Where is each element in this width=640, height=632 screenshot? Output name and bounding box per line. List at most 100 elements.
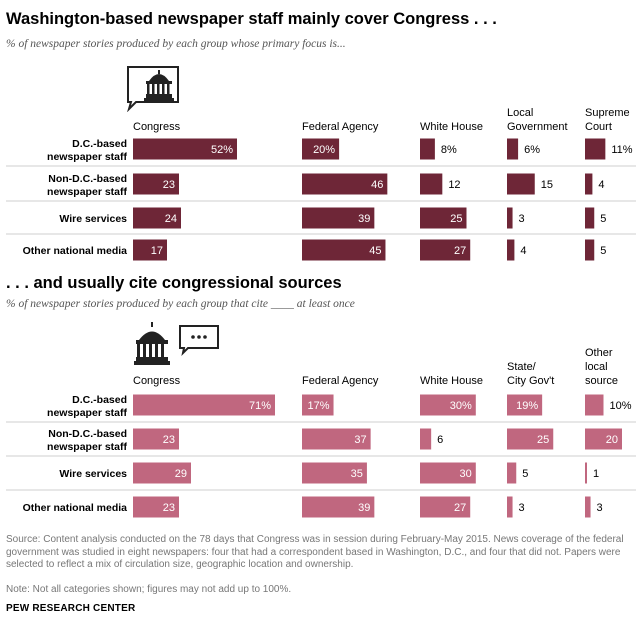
bar-label: 37 bbox=[354, 434, 366, 446]
bar-label: 30 bbox=[460, 468, 472, 480]
column-header: local bbox=[585, 361, 608, 373]
bar-label: 4 bbox=[598, 179, 604, 191]
bar bbox=[585, 138, 606, 160]
bar-label: 23 bbox=[163, 434, 175, 446]
bar-label: 4 bbox=[520, 245, 526, 257]
bar-label: 27 bbox=[454, 502, 466, 514]
bar bbox=[302, 394, 334, 416]
bar bbox=[133, 394, 275, 416]
column-header: Court bbox=[585, 121, 612, 133]
bar-label: 17% bbox=[308, 400, 330, 412]
bar bbox=[420, 428, 432, 450]
bar bbox=[302, 138, 340, 160]
bar-label: 27 bbox=[454, 245, 466, 257]
bar-label: 5 bbox=[600, 213, 606, 225]
column-header: Supreme bbox=[585, 107, 630, 119]
bar-label: 6 bbox=[437, 434, 443, 446]
bar bbox=[585, 462, 587, 484]
footer-note: Note: Not all categories shown; figures … bbox=[6, 584, 292, 595]
bar-label: 17 bbox=[151, 245, 163, 257]
bar bbox=[133, 173, 179, 195]
row-label: D.C.-based bbox=[72, 138, 127, 150]
bar bbox=[133, 462, 191, 484]
bar bbox=[420, 138, 435, 160]
bar bbox=[302, 173, 388, 195]
bar bbox=[302, 428, 371, 450]
bar bbox=[585, 207, 595, 229]
bar-label: 35 bbox=[351, 468, 363, 480]
bar-label: 71% bbox=[249, 400, 271, 412]
footer-org: PEW RESEARCH CENTER bbox=[6, 603, 136, 614]
column-header: Federal Agency bbox=[302, 121, 379, 133]
row-label: newspaper staff bbox=[47, 407, 127, 419]
bar bbox=[302, 496, 375, 518]
column-header: White House bbox=[420, 375, 483, 387]
bar-label: 46 bbox=[371, 179, 383, 191]
bar-label: 52% bbox=[211, 144, 233, 156]
bar bbox=[507, 138, 519, 160]
bar bbox=[585, 428, 622, 450]
bar-label: 30% bbox=[450, 400, 472, 412]
row-label: newspaper staff bbox=[47, 441, 127, 453]
chart1-subtitle: % of newspaper stories produced by each … bbox=[6, 38, 346, 50]
bar-label: 10% bbox=[610, 400, 632, 412]
bar bbox=[507, 394, 543, 416]
bar bbox=[507, 173, 535, 195]
bar-label: 3 bbox=[597, 502, 603, 514]
column-header: City Gov't bbox=[507, 375, 554, 387]
bar bbox=[133, 496, 179, 518]
bar-label: 39 bbox=[358, 213, 370, 225]
bar bbox=[507, 207, 513, 229]
bar-label: 19% bbox=[516, 400, 538, 412]
bar bbox=[585, 239, 595, 261]
bar bbox=[133, 428, 179, 450]
chart2-subtitle: % of newspaper stories produced by each … bbox=[6, 298, 355, 310]
row-label: Non-D.C.-based bbox=[48, 428, 127, 440]
bar bbox=[302, 462, 367, 484]
bar bbox=[133, 207, 181, 229]
bar-label: 20 bbox=[606, 434, 618, 446]
bar bbox=[507, 462, 517, 484]
column-header: Congress bbox=[133, 121, 181, 133]
bar-label: 5 bbox=[600, 245, 606, 257]
column-header: Congress bbox=[133, 375, 181, 387]
capitol-dots-icon bbox=[132, 320, 222, 373]
column-header: Local bbox=[507, 107, 533, 119]
bar-label: 20% bbox=[313, 144, 335, 156]
row-label: Other national media bbox=[23, 245, 128, 257]
bar-label: 39 bbox=[358, 502, 370, 514]
bar bbox=[420, 239, 471, 261]
bar-label: 15 bbox=[541, 179, 553, 191]
bar bbox=[133, 239, 167, 261]
bar-label: 25 bbox=[450, 213, 462, 225]
bar-label: 8% bbox=[441, 144, 457, 156]
bar bbox=[507, 428, 554, 450]
bar-label: 23 bbox=[163, 179, 175, 191]
bar bbox=[302, 239, 386, 261]
bar-label: 1 bbox=[593, 468, 599, 480]
row-label: newspaper staff bbox=[47, 186, 127, 198]
row-label: newspaper staff bbox=[47, 151, 127, 163]
bar-label: 25 bbox=[537, 434, 549, 446]
bar bbox=[420, 496, 471, 518]
bar-label: 24 bbox=[165, 213, 177, 225]
bar bbox=[585, 496, 591, 518]
bar-label: 23 bbox=[163, 502, 175, 514]
column-header: White House bbox=[420, 121, 483, 133]
bar-label: 45 bbox=[369, 245, 381, 257]
bar-label: 29 bbox=[175, 468, 187, 480]
bar-label: 12 bbox=[448, 179, 460, 191]
bar bbox=[133, 138, 237, 160]
bar-label: 11% bbox=[611, 144, 632, 156]
column-header: Government bbox=[507, 121, 568, 133]
bar bbox=[420, 394, 476, 416]
bar-label: 6% bbox=[524, 144, 540, 156]
column-header: Federal Agency bbox=[302, 375, 379, 387]
row-label: Other national media bbox=[23, 502, 128, 514]
bar-label: 3 bbox=[519, 213, 525, 225]
column-header: Other bbox=[585, 347, 613, 359]
row-label: Non-D.C.-based bbox=[48, 173, 127, 185]
bar bbox=[585, 394, 604, 416]
row-label: D.C.-based bbox=[72, 394, 127, 406]
